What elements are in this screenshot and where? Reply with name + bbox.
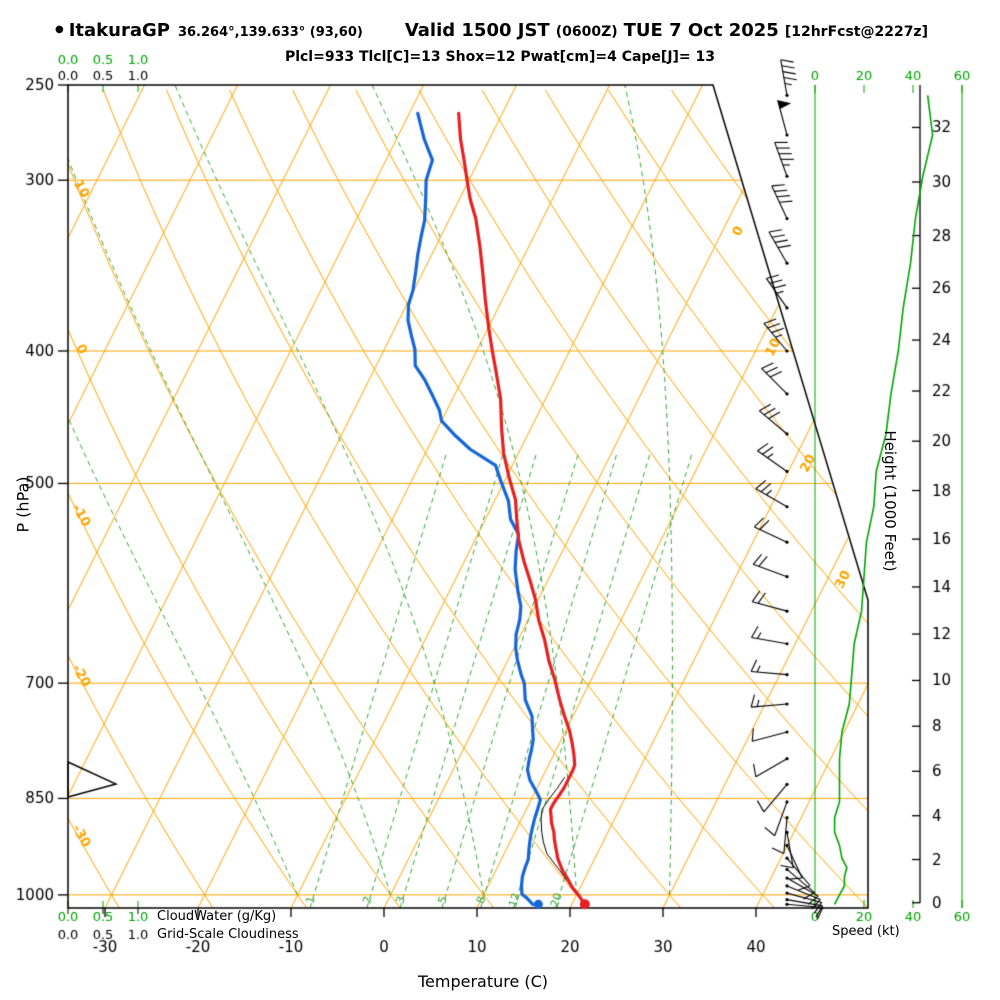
skewt-canvas [0,0,1000,1000]
